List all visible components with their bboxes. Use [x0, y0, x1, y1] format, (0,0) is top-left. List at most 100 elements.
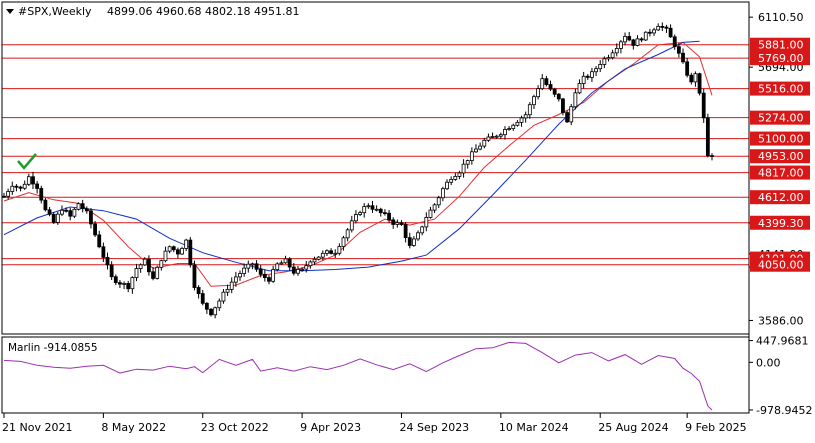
candle-down[interactable]	[80, 203, 85, 210]
candle-down[interactable]	[403, 224, 408, 239]
candle-up[interactable]	[55, 213, 60, 223]
candle-down[interactable]	[287, 258, 292, 268]
candle-down[interactable]	[639, 38, 644, 41]
candle-up[interactable]	[184, 239, 189, 249]
candle-up[interactable]	[416, 232, 420, 240]
candle-up[interactable]	[614, 48, 619, 54]
candle-down[interactable]	[126, 283, 131, 290]
candle-up[interactable]	[635, 38, 640, 46]
candle-up[interactable]	[233, 276, 238, 283]
candle-up[interactable]	[225, 288, 230, 293]
candle-up[interactable]	[569, 106, 574, 123]
candle-up[interactable]	[242, 267, 247, 274]
candle-down[interactable]	[84, 208, 89, 212]
candle-down[interactable]	[93, 223, 97, 236]
candle-down[interactable]	[627, 36, 632, 41]
candle-down[interactable]	[171, 246, 176, 251]
candle-up[interactable]	[652, 29, 656, 34]
candle-up[interactable]	[345, 229, 350, 239]
candle-up[interactable]	[395, 222, 400, 225]
candle-up[interactable]	[507, 128, 512, 130]
candle-up[interactable]	[217, 300, 222, 309]
candle-down[interactable]	[109, 264, 114, 278]
candle-down[interactable]	[370, 205, 375, 210]
candle-down[interactable]	[631, 39, 636, 46]
candle-up[interactable]	[449, 179, 454, 183]
marlin-line[interactable]	[3, 341, 713, 411]
candle-up[interactable]	[581, 75, 586, 84]
candle-down[interactable]	[647, 31, 652, 34]
candle-down[interactable]	[47, 209, 52, 215]
candle-up[interactable]	[296, 268, 300, 274]
candle-up[interactable]	[536, 88, 541, 98]
candle-up[interactable]	[606, 57, 611, 60]
candle-up[interactable]	[610, 52, 615, 59]
slow-ma-line[interactable]	[3, 40, 700, 272]
candle-down[interactable]	[681, 52, 685, 63]
candle-down[interactable]	[196, 287, 201, 295]
candle-up[interactable]	[275, 263, 280, 270]
candle-up[interactable]	[461, 163, 466, 174]
candle-down[interactable]	[2, 195, 6, 198]
candle-up[interactable]	[300, 268, 305, 271]
candle-up[interactable]	[619, 41, 623, 49]
candle-up[interactable]	[540, 78, 545, 90]
candle-up[interactable]	[271, 269, 276, 282]
candle-down[interactable]	[548, 84, 553, 90]
candle-up[interactable]	[341, 237, 346, 247]
candle-down[interactable]	[258, 268, 263, 275]
candle-down[interactable]	[672, 36, 677, 48]
candle-up[interactable]	[72, 208, 77, 217]
candle-up[interactable]	[250, 263, 255, 266]
candle-down[interactable]	[209, 308, 213, 316]
candle-down[interactable]	[188, 239, 193, 266]
candle-up[interactable]	[159, 260, 164, 268]
candle-down[interactable]	[43, 199, 48, 211]
candle-up[interactable]	[229, 281, 234, 290]
candle-up[interactable]	[167, 246, 172, 252]
candle-down[interactable]	[267, 277, 271, 282]
candle-up[interactable]	[76, 203, 81, 210]
candle-up[interactable]	[428, 209, 433, 218]
candle-down[interactable]	[291, 266, 296, 274]
candle-down[interactable]	[204, 302, 209, 310]
candle-down[interactable]	[710, 155, 714, 158]
candle-down[interactable]	[378, 208, 383, 214]
candle-down[interactable]	[556, 93, 561, 100]
candle-up[interactable]	[590, 71, 594, 78]
candle-up[interactable]	[349, 220, 354, 231]
candle-up[interactable]	[320, 252, 325, 258]
candle-up[interactable]	[445, 181, 449, 190]
candle-up[interactable]	[213, 307, 218, 316]
candle-up[interactable]	[180, 248, 184, 255]
candle-down[interactable]	[407, 237, 412, 246]
candle-down[interactable]	[175, 249, 180, 255]
candle-down[interactable]	[200, 293, 205, 304]
candle-down[interactable]	[660, 25, 665, 28]
candle-down[interactable]	[68, 210, 73, 217]
candle-up[interactable]	[308, 261, 313, 267]
dropdown-triangle-icon[interactable]	[6, 9, 14, 14]
candle-up[interactable]	[163, 250, 168, 262]
candle-down[interactable]	[387, 212, 391, 221]
candle-up[interactable]	[527, 104, 532, 116]
candle-up[interactable]	[366, 205, 371, 208]
candle-up[interactable]	[26, 176, 31, 185]
candle-up[interactable]	[494, 135, 499, 138]
candle-down[interactable]	[18, 186, 23, 189]
candle-down[interactable]	[192, 264, 197, 288]
candle-up[interactable]	[598, 64, 603, 70]
candle-up[interactable]	[238, 273, 242, 278]
candle-up[interactable]	[515, 122, 520, 126]
candle-down[interactable]	[697, 73, 702, 94]
candle-up[interactable]	[519, 117, 524, 123]
candle-down[interactable]	[147, 258, 151, 273]
candle-up[interactable]	[246, 263, 251, 269]
candle-down[interactable]	[391, 219, 396, 225]
candle-up[interactable]	[362, 206, 367, 214]
candle-down[interactable]	[664, 26, 669, 29]
candle-down[interactable]	[668, 27, 673, 38]
candle-up[interactable]	[498, 134, 503, 137]
candle-down[interactable]	[399, 222, 404, 225]
